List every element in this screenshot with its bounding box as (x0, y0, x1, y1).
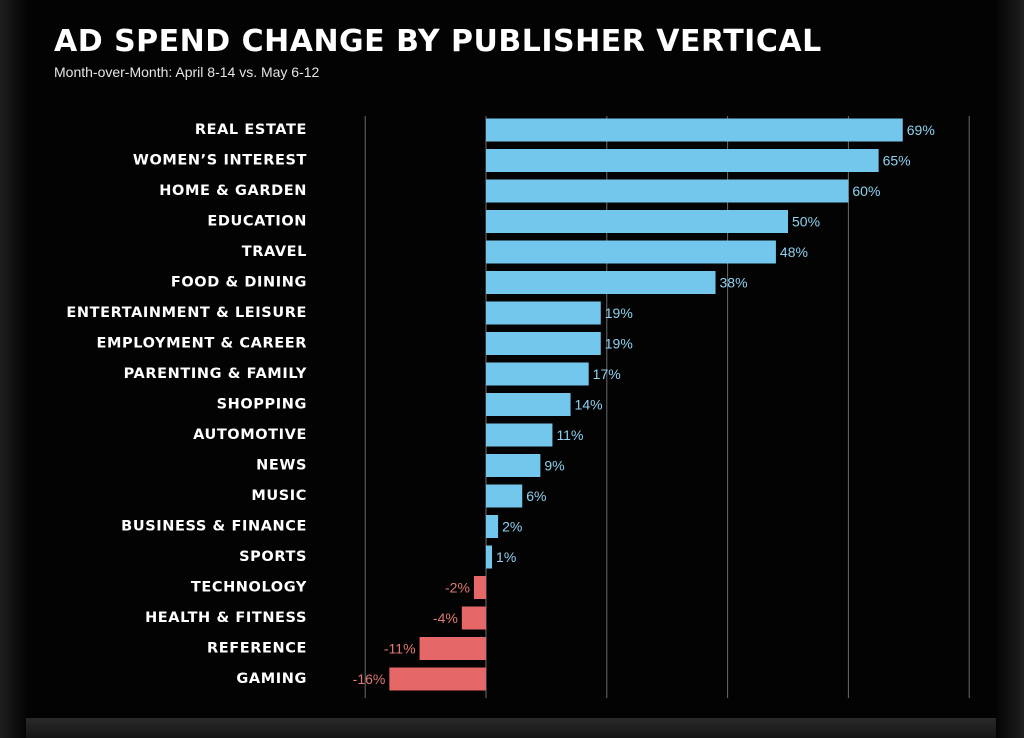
bar-automotive (486, 423, 553, 447)
category-label-travel: TRAVEL (242, 244, 307, 260)
category-label-education: EDUCATION (207, 214, 307, 230)
bars (389, 118, 903, 691)
value-label-business-finance: 2% (502, 519, 522, 535)
value-label-education: 50% (792, 214, 820, 230)
value-label-technology: -2% (445, 580, 470, 596)
labels: REAL ESTATE 69% WOMEN’S INTEREST 65% HOME & … (66, 122, 934, 687)
category-label-sports: SPORTS (239, 549, 307, 565)
bottom-strip (26, 718, 996, 738)
bar-employment-career (486, 332, 601, 355)
category-label-reference: REFERENCE (207, 641, 307, 657)
bar-travel (486, 240, 776, 264)
value-label-parenting-family: 17% (593, 366, 621, 382)
chart-subtitle: Month-over-Month: April 8-14 vs. May 6-1… (54, 64, 320, 80)
category-label-food-dining: FOOD & DINING (171, 275, 307, 291)
value-label-travel: 48% (780, 244, 808, 260)
bar-music (486, 484, 523, 508)
bar-home-garden (486, 179, 849, 203)
bar-women-s-interest (486, 149, 879, 172)
bar-reference (419, 637, 486, 660)
bar-sports (486, 545, 493, 569)
bar-business-finance (486, 515, 499, 538)
value-label-reference: -11% (384, 641, 416, 657)
bar-technology (473, 576, 486, 599)
value-label-home-garden: 60% (852, 183, 880, 199)
bar-food-dining (486, 271, 716, 294)
category-label-health-fitness: HEALTH & FITNESS (145, 610, 307, 626)
category-label-women-s-interest: WOMEN’S INTEREST (133, 153, 307, 169)
bar-news (486, 454, 541, 477)
bar-education (486, 210, 788, 233)
value-label-gaming: -16% (353, 671, 386, 687)
bar-gaming (389, 667, 486, 691)
bar-health-fitness (461, 606, 486, 630)
category-label-shopping: SHOPPING (217, 397, 307, 413)
value-label-sports: 1% (496, 549, 516, 565)
value-label-shopping: 14% (575, 397, 603, 413)
bar-real-estate (486, 118, 903, 142)
value-label-entertainment-leisure: 19% (605, 305, 633, 321)
value-label-music: 6% (526, 488, 546, 504)
category-label-automotive: AUTOMOTIVE (193, 427, 307, 443)
value-label-food-dining: 38% (720, 275, 748, 291)
category-label-parenting-family: PARENTING & FAMILY (124, 366, 307, 382)
category-label-business-finance: BUSINESS & FINANCE (121, 519, 307, 535)
category-label-home-garden: HOME & GARDEN (159, 183, 307, 199)
category-label-real-estate: REAL ESTATE (195, 122, 307, 138)
category-label-technology: TECHNOLOGY (191, 580, 307, 596)
category-label-gaming: GAMING (236, 671, 307, 687)
value-label-real-estate: 69% (907, 122, 935, 138)
category-label-employment-career: EMPLOYMENT & CAREER (97, 336, 308, 352)
value-label-women-s-interest: 65% (883, 153, 911, 169)
value-label-news: 9% (544, 458, 564, 474)
category-label-music: MUSIC (251, 488, 307, 504)
value-label-health-fitness: -4% (433, 610, 458, 626)
bar-shopping (486, 393, 571, 416)
value-label-automotive: 11% (556, 427, 583, 443)
bar-parenting-family (486, 362, 589, 386)
category-label-news: NEWS (256, 458, 307, 474)
category-label-entertainment-leisure: ENTERTAINMENT & LEISURE (66, 305, 307, 321)
value-label-employment-career: 19% (605, 336, 633, 352)
chart-title: AD SPEND CHANGE BY PUBLISHER VERTICAL (54, 24, 822, 59)
bar-entertainment-leisure (486, 301, 601, 325)
